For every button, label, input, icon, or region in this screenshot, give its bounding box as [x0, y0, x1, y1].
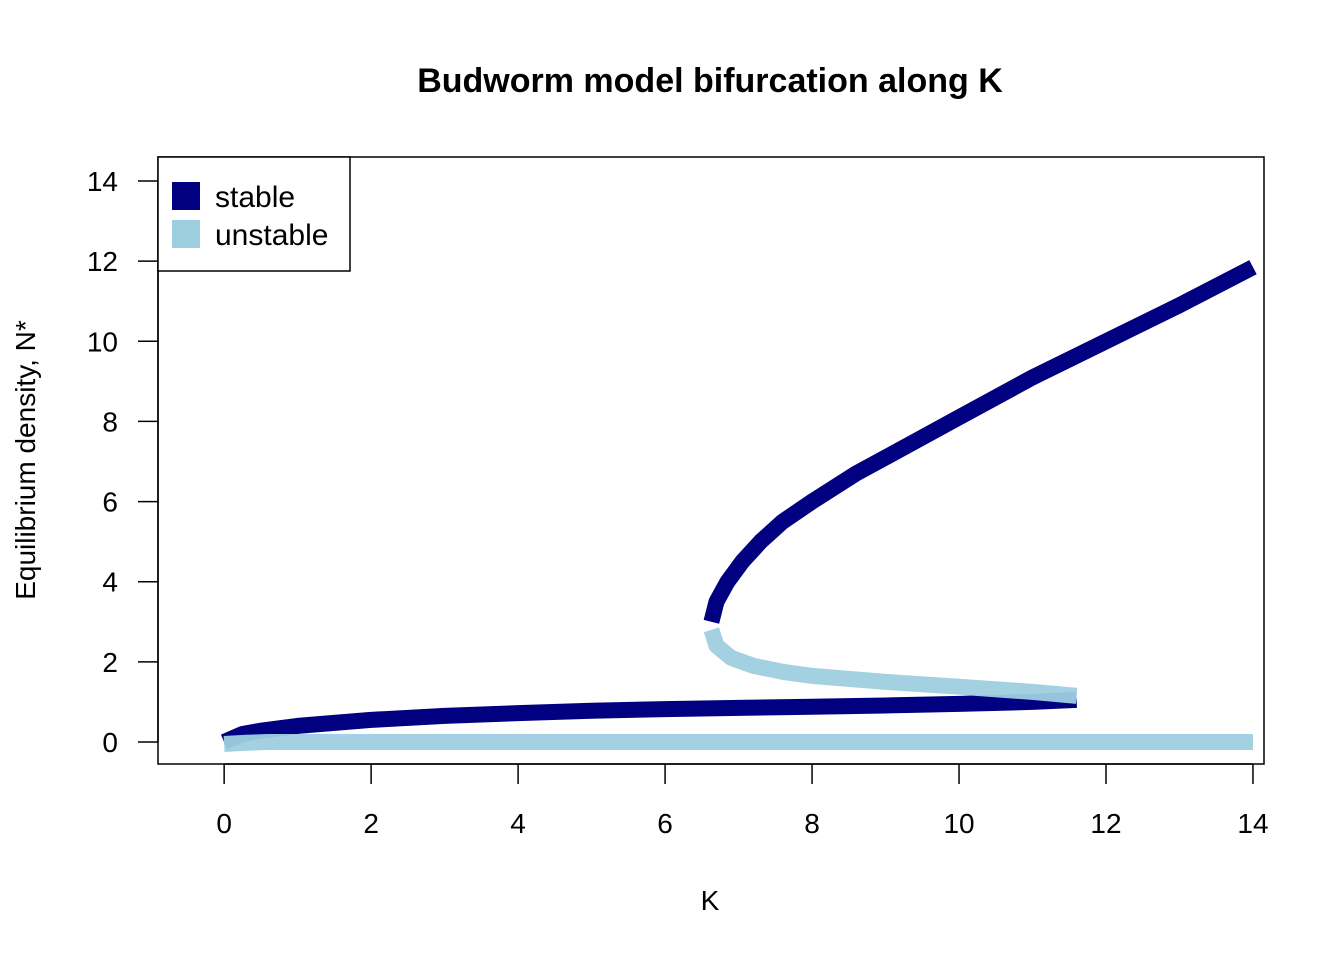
legend-label-unstable: unstable: [215, 219, 328, 252]
y-tick-label: 6: [102, 487, 118, 518]
x-tick-label: 4: [510, 808, 526, 839]
legend-swatch-unstable: [172, 220, 200, 248]
x-tick-label: 10: [943, 808, 974, 839]
y-tick-label: 14: [87, 166, 118, 197]
y-tick-label: 0: [102, 727, 118, 758]
x-axis: 0 2 4 6 8 10 12 14: [216, 763, 1269, 839]
y-tick-label: 4: [102, 567, 118, 598]
x-tick-label: 8: [804, 808, 820, 839]
series-line-unstable-3: [223, 734, 1253, 752]
chart-title: Budworm model bifurcation along K: [417, 62, 1003, 100]
x-tick-label: 2: [363, 808, 379, 839]
series-line-unstable-2: [703, 627, 1078, 704]
x-tick-label: 14: [1237, 808, 1268, 839]
y-tick-label: 2: [102, 647, 118, 678]
y-axis-label: Equilibrium density, N*: [10, 320, 41, 600]
series-line-stable-0: [220, 691, 1077, 750]
x-tick-label: 0: [216, 808, 232, 839]
x-tick-label: 12: [1090, 808, 1121, 839]
legend-box: [157, 156, 351, 272]
y-axis: 0 2 4 6 8 10 12 14: [87, 166, 159, 758]
y-tick-label: 8: [102, 406, 118, 437]
legend-swatch-stable: [172, 182, 200, 210]
series-line-stable-1: [703, 260, 1257, 624]
x-axis-label: K: [701, 885, 720, 916]
legend: stable unstable: [157, 156, 351, 272]
series-layer: [220, 260, 1257, 752]
legend-label-stable: stable: [215, 181, 295, 214]
x-tick-label: 6: [657, 808, 673, 839]
y-tick-label: 12: [87, 246, 118, 277]
y-tick-label: 10: [87, 326, 118, 357]
